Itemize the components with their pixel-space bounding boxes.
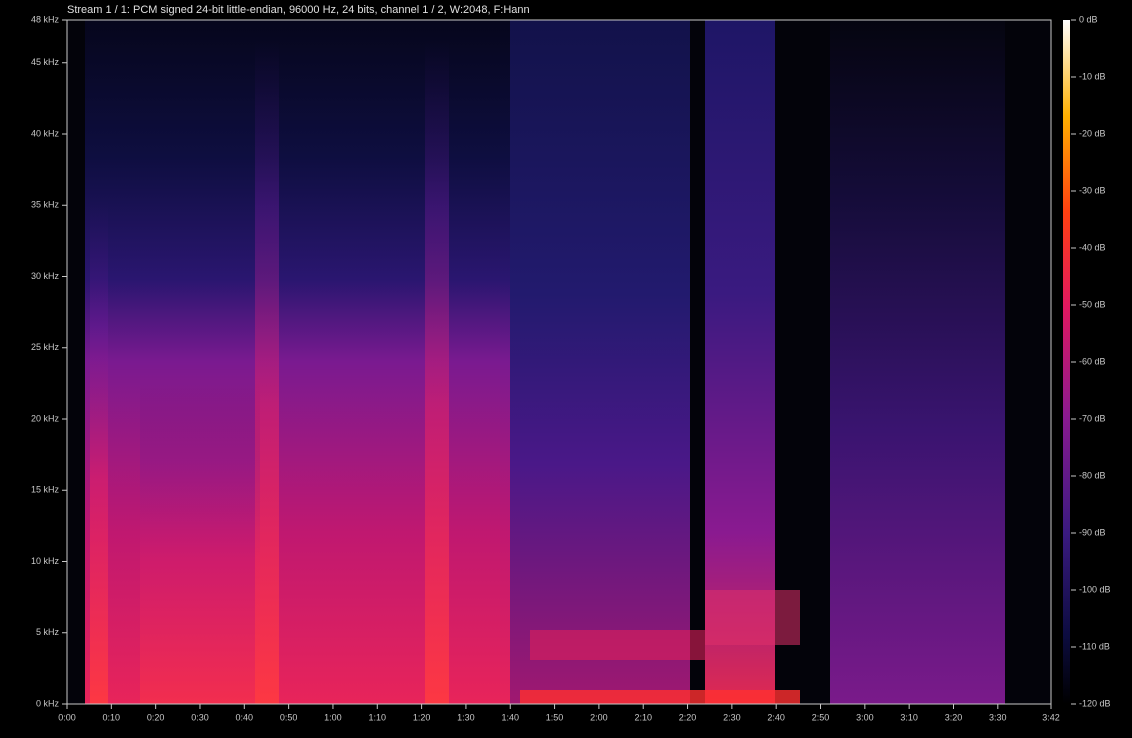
y-tick-label: 10 kHz	[31, 556, 60, 566]
colorbar-tick-label: -40 dB	[1079, 242, 1106, 252]
plot-frame	[66, 19, 1052, 705]
colorbar-tick-label: 0 dB	[1079, 14, 1098, 24]
colorbar	[1063, 20, 1070, 704]
y-tick-label: 48 kHz	[31, 14, 60, 24]
x-tick-label: 2:40	[767, 712, 785, 722]
x-tick-label: 0:00	[58, 712, 76, 722]
x-tick-label: 2:50	[812, 712, 830, 722]
colorbar-tick-label: -80 dB	[1079, 470, 1106, 480]
x-tick-label: 3:00	[856, 712, 874, 722]
x-tick-label: 3:30	[989, 712, 1007, 722]
y-tick-label: 30 kHz	[31, 271, 60, 281]
x-tick-label: 0:10	[103, 712, 121, 722]
y-tick-label: 35 kHz	[31, 200, 60, 210]
x-tick-label: 3:10	[900, 712, 918, 722]
x-tick-label: 0:30	[191, 712, 209, 722]
y-tick-label: 0 kHz	[36, 698, 60, 708]
y-tick-label: 40 kHz	[31, 128, 60, 138]
x-tick-label: 2:10	[634, 712, 652, 722]
x-tick-label: 1:50	[546, 712, 564, 722]
spectrogram-image	[67, 20, 1051, 704]
y-tick-label: 15 kHz	[31, 485, 60, 495]
x-tick-label: 3:20	[945, 712, 963, 722]
chart-title: Stream 1 / 1: PCM signed 24-bit little-e…	[67, 4, 530, 16]
colorbar-tick-label: -10 dB	[1079, 71, 1106, 81]
x-tick-label: 1:20	[413, 712, 431, 722]
x-tick-label: 0:50	[280, 712, 298, 722]
colorbar-tick-label: -90 dB	[1079, 527, 1106, 537]
colorbar-tick-label: -120 dB	[1079, 698, 1111, 708]
x-tick-label: 2:30	[723, 712, 741, 722]
x-tick-label: 0:20	[147, 712, 165, 722]
x-tick-label: 1:10	[369, 712, 387, 722]
colorbar-tick-label: -50 dB	[1079, 299, 1106, 309]
x-tick-label: 1:00	[324, 712, 342, 722]
y-tick-label: 5 kHz	[36, 627, 60, 637]
y-tick-label: 20 kHz	[31, 413, 60, 423]
x-tick-label: 1:40	[501, 712, 519, 722]
colorbar-tick-label: -110 dB	[1079, 641, 1110, 651]
x-tick-label: 2:20	[679, 712, 697, 722]
colorbar-tick-label: -60 dB	[1079, 356, 1106, 366]
x-tick-label: 3:42	[1042, 712, 1060, 722]
x-tick-label: 0:40	[236, 712, 254, 722]
x-tick-label: 2:00	[590, 712, 608, 722]
colorbar-tick-label: -20 dB	[1079, 128, 1106, 138]
y-tick-label: 25 kHz	[31, 342, 60, 352]
colorbar-tick-label: -30 dB	[1079, 185, 1106, 195]
x-tick-label: 1:30	[457, 712, 475, 722]
colorbar-tick-label: -100 dB	[1079, 584, 1111, 594]
y-tick-label: 45 kHz	[31, 57, 60, 67]
colorbar-tick-label: -70 dB	[1079, 413, 1106, 423]
